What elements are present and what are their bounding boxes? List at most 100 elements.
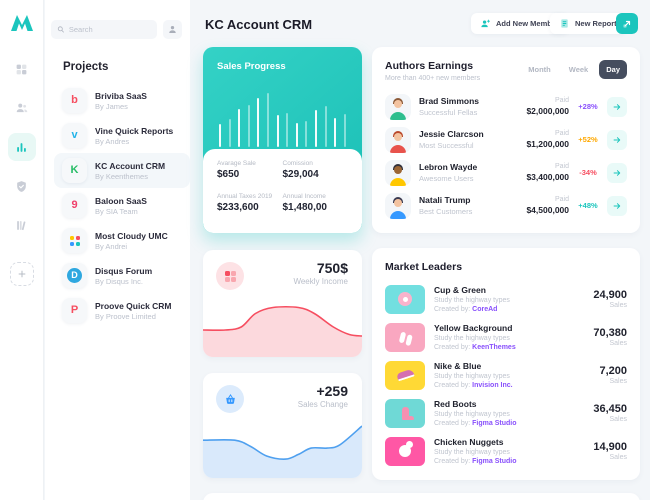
project-title: Baloon SaaS	[95, 195, 147, 206]
product-row[interactable]: Yellow Background Study the highway type…	[385, 318, 627, 356]
project-item[interactable]: P Proove Quick CRM By Proove Limited	[54, 293, 190, 328]
app-logo	[10, 14, 34, 37]
product-creator: Created by: KeenThemes	[434, 344, 516, 351]
sales-value: 36,450	[593, 403, 627, 415]
paid-label: Paid	[554, 196, 569, 203]
sales-value: 14,900	[593, 441, 627, 453]
product-row[interactable]: Chicken Nuggets Study the highway types …	[385, 432, 627, 470]
stat-value: $233,600	[217, 202, 259, 213]
creator-link[interactable]: CoreAd	[472, 306, 498, 313]
dashboard-icon[interactable]	[8, 55, 36, 83]
basket-icon	[216, 385, 244, 413]
period-tabs: Month Week Day	[521, 60, 627, 79]
arrow-right-icon	[613, 136, 621, 143]
percent-change: +48%	[578, 201, 598, 210]
sales-change-card: +259 Sales Change	[203, 373, 362, 478]
product-description: Study the highway types	[434, 297, 510, 304]
project-byline: By Andres	[95, 137, 130, 147]
author-row[interactable]: Brad Simmons Successful Fellas Paid $2,0…	[385, 90, 627, 123]
product-creator: Created by: CoreAd	[434, 306, 498, 313]
project-byline: By Andrei	[95, 242, 128, 252]
stat-label: Annual Taxes 2019	[217, 193, 273, 200]
product-name: Cup & Green	[434, 285, 486, 295]
row-arrow-button[interactable]	[607, 162, 627, 183]
row-arrow-button[interactable]	[607, 195, 627, 216]
project-item[interactable]: Most Cloudy UMC By Andrei	[54, 223, 190, 258]
weekly-income-label: Weekly Income	[293, 277, 348, 286]
project-icon: P	[62, 298, 87, 323]
project-item[interactable]: v Vine Quick Reports By Andres	[54, 118, 190, 153]
product-row[interactable]: Cup & Green Study the highway types Crea…	[385, 280, 627, 318]
search-box	[51, 20, 157, 39]
product-creator: Created by: Invision Inc.	[434, 382, 513, 389]
paid-label: Paid	[554, 97, 569, 104]
sales-value: 7,200	[599, 365, 627, 377]
paid-amount: $2,000,000	[526, 106, 569, 116]
sales-progress-bar-chart	[219, 81, 346, 147]
stat: Comission $29,004	[283, 160, 349, 189]
period-tab[interactable]: Day	[599, 60, 627, 79]
row-arrow-button[interactable]	[607, 129, 627, 150]
stat-value: $650	[217, 169, 240, 180]
bar	[324, 106, 327, 147]
author-row[interactable]: Lebron Wayde Awesome Users Paid $3,400,0…	[385, 156, 627, 189]
product-image	[385, 284, 425, 314]
product-row[interactable]: Red Boots Study the highway types Create…	[385, 394, 627, 432]
creator-link[interactable]: KeenThemes	[472, 344, 516, 351]
paid-label: Paid	[554, 130, 569, 137]
icon-rail	[0, 0, 44, 500]
period-tab[interactable]: Week	[562, 60, 595, 79]
period-tab[interactable]: Month	[521, 60, 558, 79]
project-item[interactable]: 9 Baloon SaaS By SIA Team	[54, 188, 190, 223]
author-avatar	[385, 159, 411, 186]
product-creator: Created by: Figma Studio	[434, 458, 517, 465]
project-item[interactable]: D Disqus Forum By Disqus Inc.	[54, 258, 190, 293]
sales-change-value: +259	[316, 383, 348, 399]
percent-change: +52%	[578, 135, 598, 144]
product-name: Yellow Background	[434, 323, 513, 333]
user-avatar-button[interactable]	[163, 20, 182, 39]
add-member-icon	[481, 19, 491, 28]
analytics-icon[interactable]	[7, 133, 36, 161]
main-content: KC Account CRM Add New Member New Report…	[190, 0, 650, 500]
creator-link[interactable]: Figma Studio	[472, 458, 517, 465]
project-title: KC Account CRM	[95, 160, 166, 171]
authors-list: Brad Simmons Successful Fellas Paid $2,0…	[385, 90, 627, 222]
add-new-member-button[interactable]: Add New Member	[471, 13, 568, 34]
market-leaders-list: Cup & Green Study the highway types Crea…	[385, 280, 627, 470]
product-image	[385, 398, 425, 428]
author-role: Awesome Users	[419, 174, 474, 183]
author-row[interactable]: Jessie Clarcson Most Successful Paid $1,…	[385, 123, 627, 156]
author-avatar	[385, 93, 411, 120]
search-icon	[57, 26, 64, 33]
add-icon[interactable]	[9, 262, 34, 286]
row-arrow-button[interactable]	[607, 96, 627, 117]
creator-link[interactable]: Figma Studio	[472, 420, 517, 427]
stat-label: Comission	[282, 160, 313, 167]
shield-check-icon[interactable]	[8, 172, 36, 200]
product-name: Nike & Blue	[434, 361, 482, 371]
creator-link[interactable]: Invision Inc.	[472, 382, 513, 389]
search-input[interactable]	[68, 25, 151, 34]
project-byline: By Proove Limited	[95, 312, 156, 322]
sales-value: 24,900	[593, 289, 627, 301]
project-icon: 9	[62, 193, 87, 218]
product-row[interactable]: Nike & Blue Study the highway types Crea…	[385, 356, 627, 394]
users-icon[interactable]	[8, 94, 36, 122]
author-row[interactable]: Natali Trump Best Customers Paid $4,500,…	[385, 189, 627, 222]
weekly-income-value: 750$	[316, 260, 348, 276]
new-report-button[interactable]: New Report	[550, 13, 626, 34]
expand-arrow-button[interactable]	[616, 13, 638, 34]
product-description: Study the highway types	[434, 373, 510, 380]
paid-amount: $4,500,000	[526, 205, 569, 215]
library-icon[interactable]	[8, 211, 36, 239]
market-leaders-title: Market Leaders	[385, 261, 463, 273]
project-icon: b	[62, 88, 87, 113]
rail-nav	[7, 55, 36, 286]
project-item[interactable]: b Briviba SaaS By James	[54, 83, 190, 118]
stat-value: $29,004	[282, 169, 319, 180]
author-name: Natali Trump	[419, 195, 471, 205]
bar	[305, 120, 308, 147]
project-item[interactable]: K KC Account CRM By Keenthemes	[54, 153, 190, 188]
